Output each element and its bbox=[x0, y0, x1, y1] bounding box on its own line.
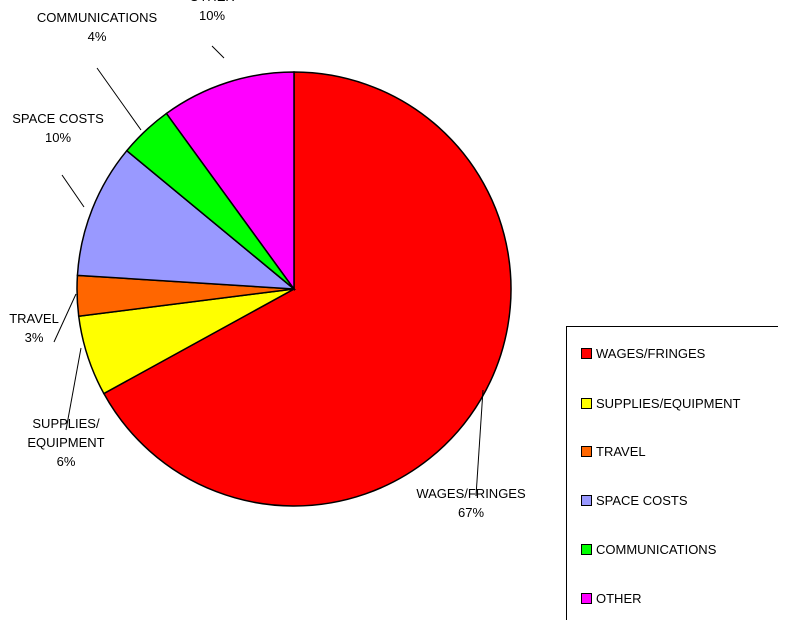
slice-label-space-costs: SPACE COSTS 10% bbox=[12, 111, 104, 145]
slice-label-other: OTHER10% bbox=[189, 0, 235, 23]
leader-lines bbox=[53, 45, 484, 497]
legend-label-communications: COMMUNICATIONS bbox=[596, 542, 717, 557]
legend-label-space-costs: SPACE COSTS bbox=[596, 493, 688, 508]
legend-item-space-costs: SPACE COSTS bbox=[581, 493, 688, 508]
legend-swatch-travel bbox=[581, 446, 592, 457]
pie-slices bbox=[76, 71, 512, 507]
legend-label-travel: TRAVEL bbox=[596, 444, 646, 459]
legend-swatch-communications bbox=[581, 544, 592, 555]
leader-line-communications bbox=[96, 67, 142, 131]
slice-label-wages-fringes: WAGES/FRINGES 67% bbox=[416, 486, 526, 520]
legend-swatch-space-costs bbox=[581, 495, 592, 506]
legend-swatch-other bbox=[581, 593, 592, 604]
legend-item-travel: TRAVEL bbox=[581, 444, 646, 459]
leader-line-space-costs bbox=[61, 174, 85, 208]
slice-labels: WAGES/FRINGES 67% SUPPLIES/EQUIPMENT 6% TRAV… bbox=[9, 0, 526, 520]
pie-slice-space-costs bbox=[76, 149, 297, 290]
legend-label-wages-fringes: WAGES/FRINGES bbox=[596, 346, 706, 361]
legend-item-communications: COMMUNICATIONS bbox=[581, 542, 716, 557]
pie-slice-wages-fringes bbox=[102, 71, 512, 507]
slice-label-communications: COMMUNICATIONS 4% bbox=[37, 10, 158, 44]
legend-item-supplies-equipment: SUPPLIES/EQUIPMENT bbox=[581, 396, 740, 411]
leader-line-supplies-equipment bbox=[65, 347, 82, 431]
slice-label-travel: TRAVEL 3% bbox=[9, 311, 59, 345]
legend-item-wages-fringes: WAGES/FRINGES bbox=[581, 346, 705, 361]
leader-line-other bbox=[211, 45, 225, 59]
legend-swatch-supplies-equipment bbox=[581, 398, 592, 409]
leader-line-travel bbox=[53, 293, 77, 343]
pie-slice-other bbox=[165, 71, 295, 292]
slice-label-supplies-equipment: SUPPLIES/EQUIPMENT 6% bbox=[27, 416, 104, 469]
legend: WAGES/FRINGES SUPPLIES/EQUIPMENT TRAVEL … bbox=[566, 326, 778, 620]
legend-label-supplies-equipment: SUPPLIES/EQUIPMENT bbox=[596, 396, 741, 411]
leader-line-wages-fringes bbox=[475, 389, 484, 497]
legend-item-other: OTHER bbox=[581, 591, 642, 606]
legend-label-other: OTHER bbox=[596, 591, 642, 606]
legend-swatch-wages-fringes bbox=[581, 348, 592, 359]
